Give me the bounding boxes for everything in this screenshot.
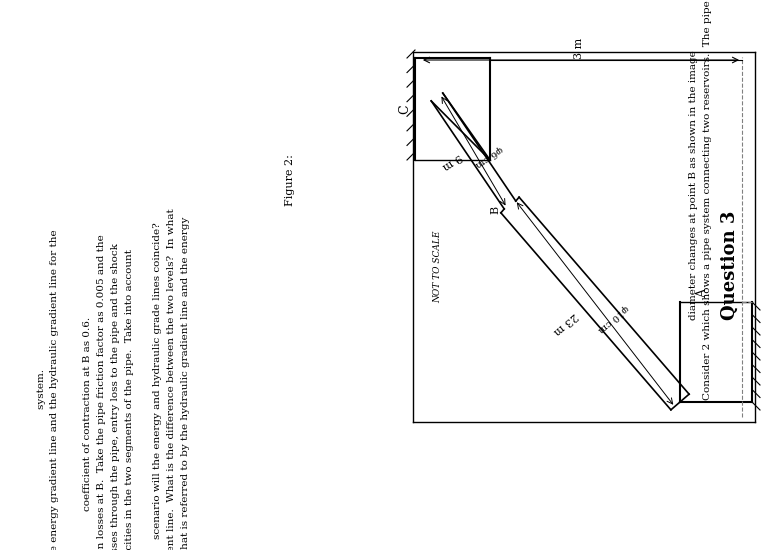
Text: φ10 cm: φ10 cm [596,303,630,334]
Text: φ6 cm: φ6 cm [473,144,504,168]
Text: system.: system. [37,368,45,421]
Text: scenario will the energy and hydraulic grade lines coincide?: scenario will the energy and hydraulic g… [153,222,162,550]
Text: 9 m: 9 m [440,151,463,171]
Text: diameter changes at point B as shown in the image: diameter changes at point B as shown in … [689,50,697,320]
Text: Consider 2 which shows a pipe system connecting two reservoirs.  The pipe: Consider 2 which shows a pipe system con… [703,0,712,400]
Text: 23 m: 23 m [551,310,579,337]
Text: NOT TO SCALE: NOT TO SCALE [433,231,443,303]
Text: C: C [399,104,412,114]
Text: Figure 2:: Figure 2: [285,154,295,206]
Text: 3 m: 3 m [574,37,584,59]
Text: coefficient of contraction at B as 0.6.: coefficient of contraction at B as 0.6. [84,316,93,524]
Text: the friction losses through the pipe, entry loss to the pipe and the shock: the friction losses through the pipe, en… [111,243,120,550]
Text: 1.  Describe what is referred to by the hydraulic gradient line and the energy: 1. Describe what is referred to by the h… [180,216,189,550]
Text: contraction losses at B.  Take the pipe friction factor as 0.005 and the: contraction losses at B. Take the pipe f… [97,235,107,550]
Text: Question 3: Question 3 [721,210,739,320]
Text: gradient line.  What is the difference between the two levels?  In what: gradient line. What is the difference be… [166,208,176,550]
Text: 2.  Calculate the velocities in the two segments of the pipe.  Take into account: 2. Calculate the velocities in the two s… [126,249,134,550]
Text: A: A [696,289,709,299]
Text: 3.  Draw the energy gradient line and the hydraulic gradient line for the: 3. Draw the energy gradient line and the… [51,230,60,550]
Text: B: B [490,206,500,214]
